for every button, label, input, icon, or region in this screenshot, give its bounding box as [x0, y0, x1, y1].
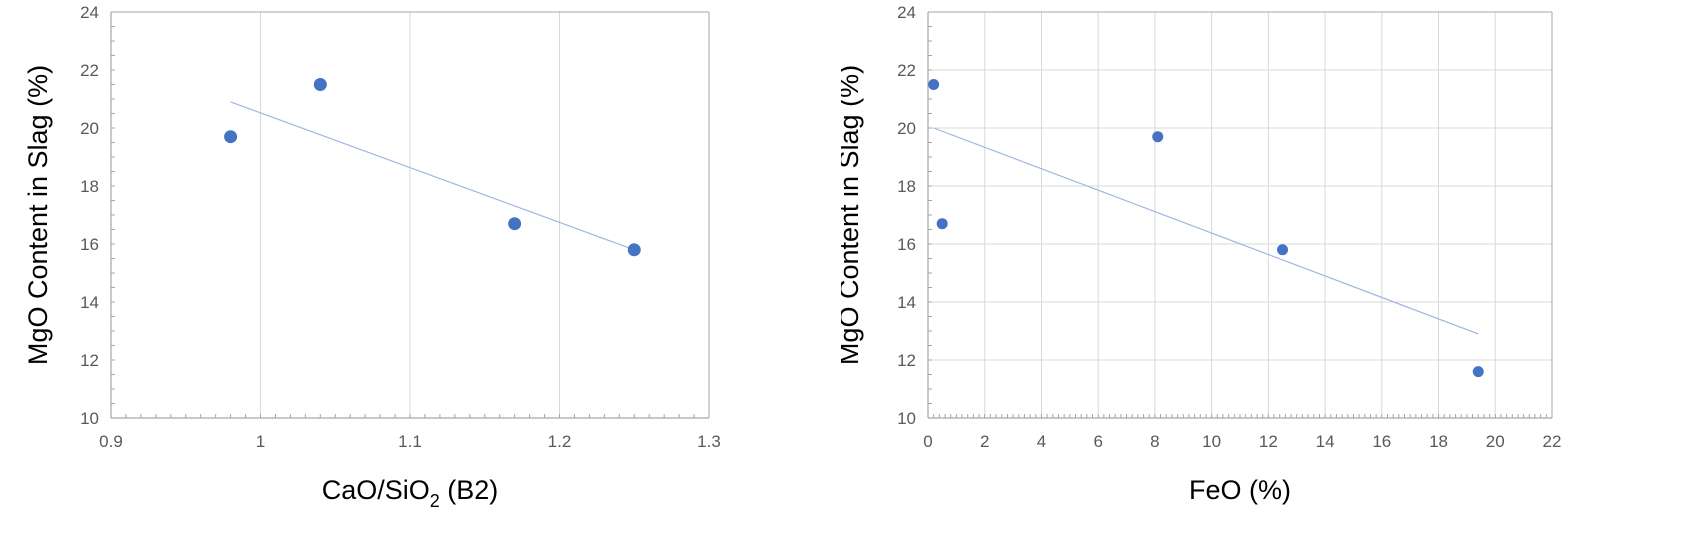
y-tick-label: 16 [897, 235, 916, 254]
y-axis-title: MgO Content in Slag (%) [841, 65, 864, 365]
x-axis-title-main: CaO/SiO [322, 475, 430, 505]
y-tick-label: 24 [80, 3, 99, 22]
x-tick-label: 4 [1037, 432, 1046, 451]
data-point [627, 243, 641, 257]
x-axis-title-subscript: 2 [430, 491, 440, 511]
y-tick-label: 18 [897, 177, 916, 196]
x-axis-title: FeO (%) [1189, 475, 1291, 505]
y-tick-label: 24 [897, 3, 916, 22]
x-tick-label: 1 [256, 432, 265, 451]
data-point [224, 130, 238, 144]
data-point [508, 217, 522, 231]
y-axis-title: MgO Content in Slag (%) [23, 65, 53, 365]
y-tick-label: 12 [80, 351, 99, 370]
x-tick-label: 1.2 [548, 432, 572, 451]
x-tick-label: 14 [1316, 432, 1335, 451]
y-tick-label: 20 [80, 119, 99, 138]
y-tick-label: 22 [80, 61, 99, 80]
y-tick-label: 14 [897, 293, 916, 312]
y-tick-label: 16 [80, 235, 99, 254]
x-tick-label: 20 [1486, 432, 1505, 451]
x-tick-label: 0 [923, 432, 932, 451]
data-point [1472, 366, 1484, 378]
data-point [1277, 244, 1289, 256]
x-tick-label: 12 [1259, 432, 1278, 451]
x-tick-label: 6 [1093, 432, 1102, 451]
minor-ticks [111, 26, 695, 418]
data-point [928, 79, 940, 90]
x-tick-label: 0.9 [99, 432, 123, 451]
x-tick-label: 10 [1202, 432, 1221, 451]
x-tick-label: 22 [1543, 432, 1562, 451]
y-tick-label: 20 [897, 119, 916, 138]
x-tick-label: 8 [1150, 432, 1159, 451]
x-tick-label: 1.3 [697, 432, 721, 451]
chart-cao-sio2-svg: 0.9 1 1.1 1.2 1.3 10 12 14 16 18 20 22 24 MgO Content… [23, 3, 721, 511]
trendline [230, 101, 635, 251]
gridlines [928, 11, 1553, 418]
trendline [933, 127, 1479, 335]
x-tick-label: 16 [1372, 432, 1391, 451]
minor-ticks [928, 26, 1547, 418]
x-tick-label: 2 [980, 432, 989, 451]
data-point [313, 78, 327, 91]
chart-cao-sio2: 0.9 1 1.1 1.2 1.3 10 12 14 16 18 20 22 24 MgO Content… [0, 0, 840, 541]
y-tick-label: 14 [80, 293, 99, 312]
x-axis-title: CaO/SiO2 (B2) [322, 475, 499, 511]
chart-feo: 0 2 4 6 8 10 12 14 16 18 20 22 10 12 14 16 18 20 22 24 MgO C… [841, 0, 1681, 541]
x-axis-title-tail: (B2) [440, 475, 499, 505]
x-tick-label: 1.1 [398, 432, 422, 451]
y-tick-label: 22 [897, 61, 916, 80]
data-point [936, 218, 948, 230]
gridlines [260, 12, 710, 418]
y-tick-label: 10 [897, 409, 916, 428]
y-tick-label: 18 [80, 177, 99, 196]
data-point [1152, 131, 1164, 143]
y-tick-label: 12 [897, 351, 916, 370]
y-tick-label: 10 [80, 409, 99, 428]
x-tick-label: 18 [1429, 432, 1448, 451]
